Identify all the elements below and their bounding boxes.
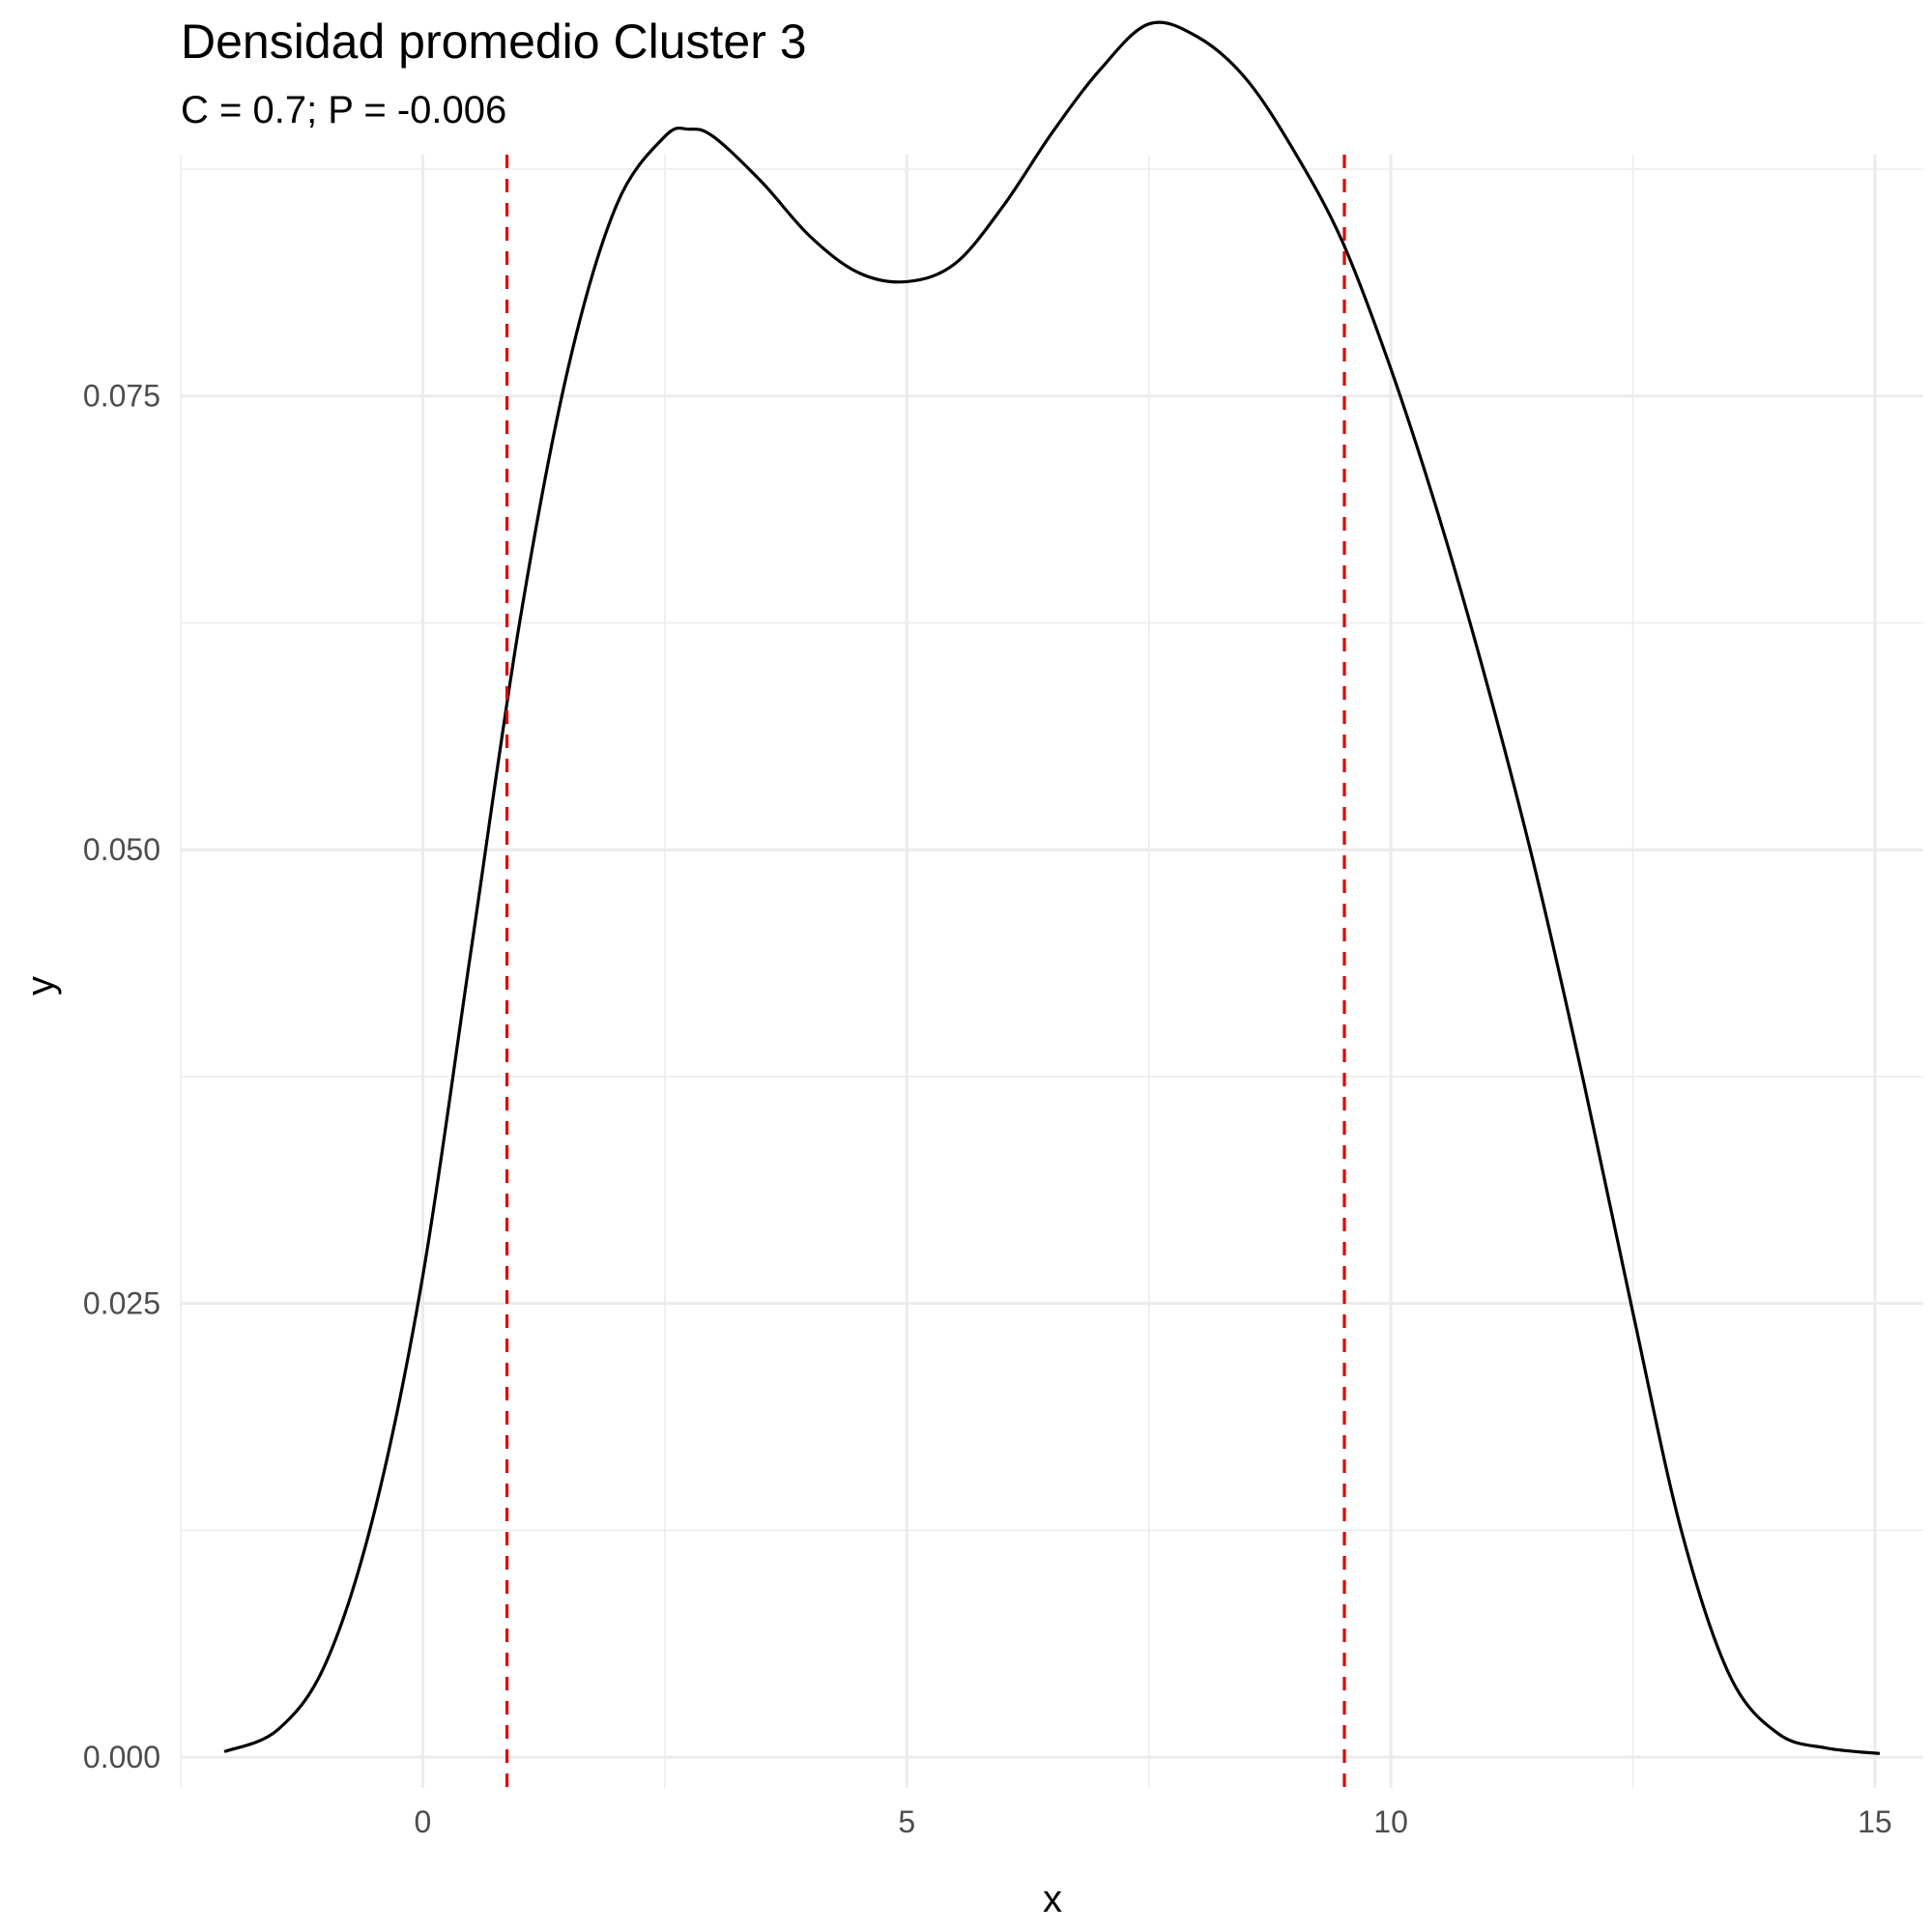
- y-tick-label: 0.000: [83, 1740, 160, 1774]
- reference-lines: [505, 155, 1346, 1788]
- series-layer: [223, 20, 1881, 1755]
- major-gridlines: [181, 155, 1923, 1788]
- x-tick-label: 15: [1858, 1804, 1892, 1839]
- x-axis-ticks: 0 5 10 15: [415, 1804, 1892, 1839]
- minor-gridlines: [180, 155, 1923, 1788]
- y-axis-ticks: 0.000 0.025 0.050 0.075: [83, 379, 160, 1774]
- x-tick-label: 10: [1373, 1804, 1408, 1839]
- density-curve: [223, 20, 1881, 1755]
- x-tick-label: 5: [898, 1804, 915, 1839]
- y-tick-label: 0.050: [83, 832, 160, 867]
- y-axis-title: y: [19, 976, 62, 995]
- y-tick-label: 0.075: [83, 379, 160, 414]
- x-axis-title: x: [1043, 1878, 1062, 1920]
- chart-title: Densidad promedio Cluster 3: [181, 14, 807, 69]
- chart-subtitle: C = 0.7; P = -0.006: [181, 89, 506, 131]
- x-tick-label: 0: [415, 1804, 432, 1839]
- y-tick-label: 0.025: [83, 1286, 160, 1321]
